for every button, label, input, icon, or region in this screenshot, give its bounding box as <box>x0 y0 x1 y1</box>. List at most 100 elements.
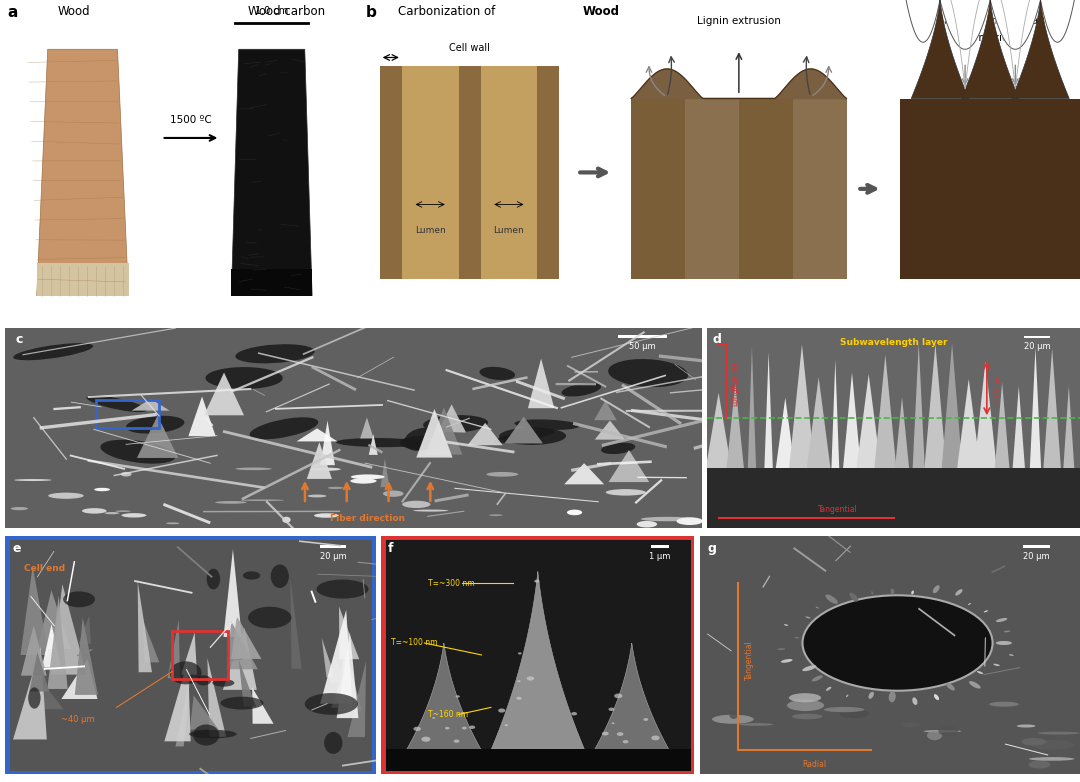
Polygon shape <box>832 360 839 468</box>
Text: 20 μm: 20 μm <box>1023 552 1050 561</box>
Ellipse shape <box>316 579 368 598</box>
Polygon shape <box>231 49 312 296</box>
Polygon shape <box>338 644 362 711</box>
Polygon shape <box>291 578 301 669</box>
Text: T~160 nm: T~160 nm <box>428 710 469 719</box>
Ellipse shape <box>602 443 635 454</box>
Ellipse shape <box>968 603 971 605</box>
Ellipse shape <box>849 593 859 601</box>
Bar <box>707 468 1080 528</box>
Ellipse shape <box>400 436 448 450</box>
Text: e: e <box>13 542 22 554</box>
Ellipse shape <box>996 641 1012 645</box>
Polygon shape <box>322 638 335 677</box>
Polygon shape <box>175 676 190 747</box>
Ellipse shape <box>404 428 438 451</box>
Ellipse shape <box>977 671 983 674</box>
Bar <box>481 66 537 279</box>
Bar <box>537 66 559 279</box>
Ellipse shape <box>651 736 660 741</box>
Ellipse shape <box>516 697 522 700</box>
Ellipse shape <box>121 472 132 476</box>
Ellipse shape <box>402 500 431 508</box>
Text: Lumen: Lumen <box>415 226 446 235</box>
Bar <box>172 631 228 679</box>
Polygon shape <box>297 429 337 441</box>
Polygon shape <box>895 397 909 468</box>
Ellipse shape <box>336 438 426 447</box>
Polygon shape <box>37 49 129 296</box>
Bar <box>1024 336 1050 339</box>
Ellipse shape <box>504 724 508 726</box>
Ellipse shape <box>806 616 810 619</box>
Ellipse shape <box>486 472 518 477</box>
Ellipse shape <box>994 664 1000 666</box>
Ellipse shape <box>794 637 799 638</box>
Ellipse shape <box>984 610 988 612</box>
Text: Tangential: Tangential <box>818 505 858 514</box>
Polygon shape <box>942 343 962 468</box>
Text: Tangential: Tangential <box>745 640 755 680</box>
Polygon shape <box>79 615 91 644</box>
Polygon shape <box>912 0 969 99</box>
Polygon shape <box>995 382 1010 468</box>
Polygon shape <box>222 628 257 690</box>
Ellipse shape <box>351 475 384 479</box>
Ellipse shape <box>1038 732 1080 734</box>
Polygon shape <box>913 343 924 468</box>
Ellipse shape <box>170 662 202 684</box>
Text: Cell end: Cell end <box>24 565 65 573</box>
Ellipse shape <box>825 594 838 604</box>
Polygon shape <box>62 659 97 699</box>
Polygon shape <box>190 695 219 730</box>
Text: d: d <box>713 333 721 346</box>
Ellipse shape <box>28 687 41 708</box>
Text: c: c <box>16 333 24 346</box>
Polygon shape <box>224 549 242 637</box>
Ellipse shape <box>644 718 648 721</box>
Bar <box>619 335 667 339</box>
Ellipse shape <box>243 572 260 579</box>
Ellipse shape <box>1016 724 1036 727</box>
Ellipse shape <box>454 740 459 743</box>
Ellipse shape <box>324 732 342 754</box>
Ellipse shape <box>781 659 793 662</box>
Polygon shape <box>181 633 197 675</box>
Text: Wood carbon: Wood carbon <box>247 5 325 18</box>
Ellipse shape <box>271 565 288 588</box>
Polygon shape <box>380 458 390 487</box>
Text: Bandsaw microarray: Bandsaw microarray <box>936 16 1044 27</box>
Polygon shape <box>1012 0 1069 99</box>
Ellipse shape <box>792 714 823 719</box>
Ellipse shape <box>432 717 435 719</box>
Ellipse shape <box>636 521 657 528</box>
Ellipse shape <box>617 732 623 736</box>
Text: Longitudinal: Longitudinal <box>730 358 739 406</box>
Polygon shape <box>51 584 86 675</box>
Ellipse shape <box>193 724 219 745</box>
Ellipse shape <box>248 607 292 629</box>
Ellipse shape <box>1003 630 1010 633</box>
Polygon shape <box>167 620 180 678</box>
Polygon shape <box>875 355 896 468</box>
Polygon shape <box>595 421 625 439</box>
Polygon shape <box>856 374 881 468</box>
Ellipse shape <box>562 383 602 396</box>
Ellipse shape <box>611 723 615 724</box>
Ellipse shape <box>640 517 693 522</box>
Ellipse shape <box>445 726 449 730</box>
Ellipse shape <box>946 683 955 691</box>
Text: Wood: Wood <box>582 5 620 18</box>
Polygon shape <box>564 463 604 484</box>
Polygon shape <box>924 344 946 468</box>
Polygon shape <box>320 421 335 465</box>
Polygon shape <box>594 400 617 420</box>
Polygon shape <box>137 582 152 673</box>
Polygon shape <box>37 590 70 649</box>
Ellipse shape <box>934 694 940 700</box>
Ellipse shape <box>712 715 754 724</box>
Ellipse shape <box>235 468 272 470</box>
Bar <box>381 749 694 774</box>
Ellipse shape <box>220 697 264 709</box>
Ellipse shape <box>824 707 864 712</box>
